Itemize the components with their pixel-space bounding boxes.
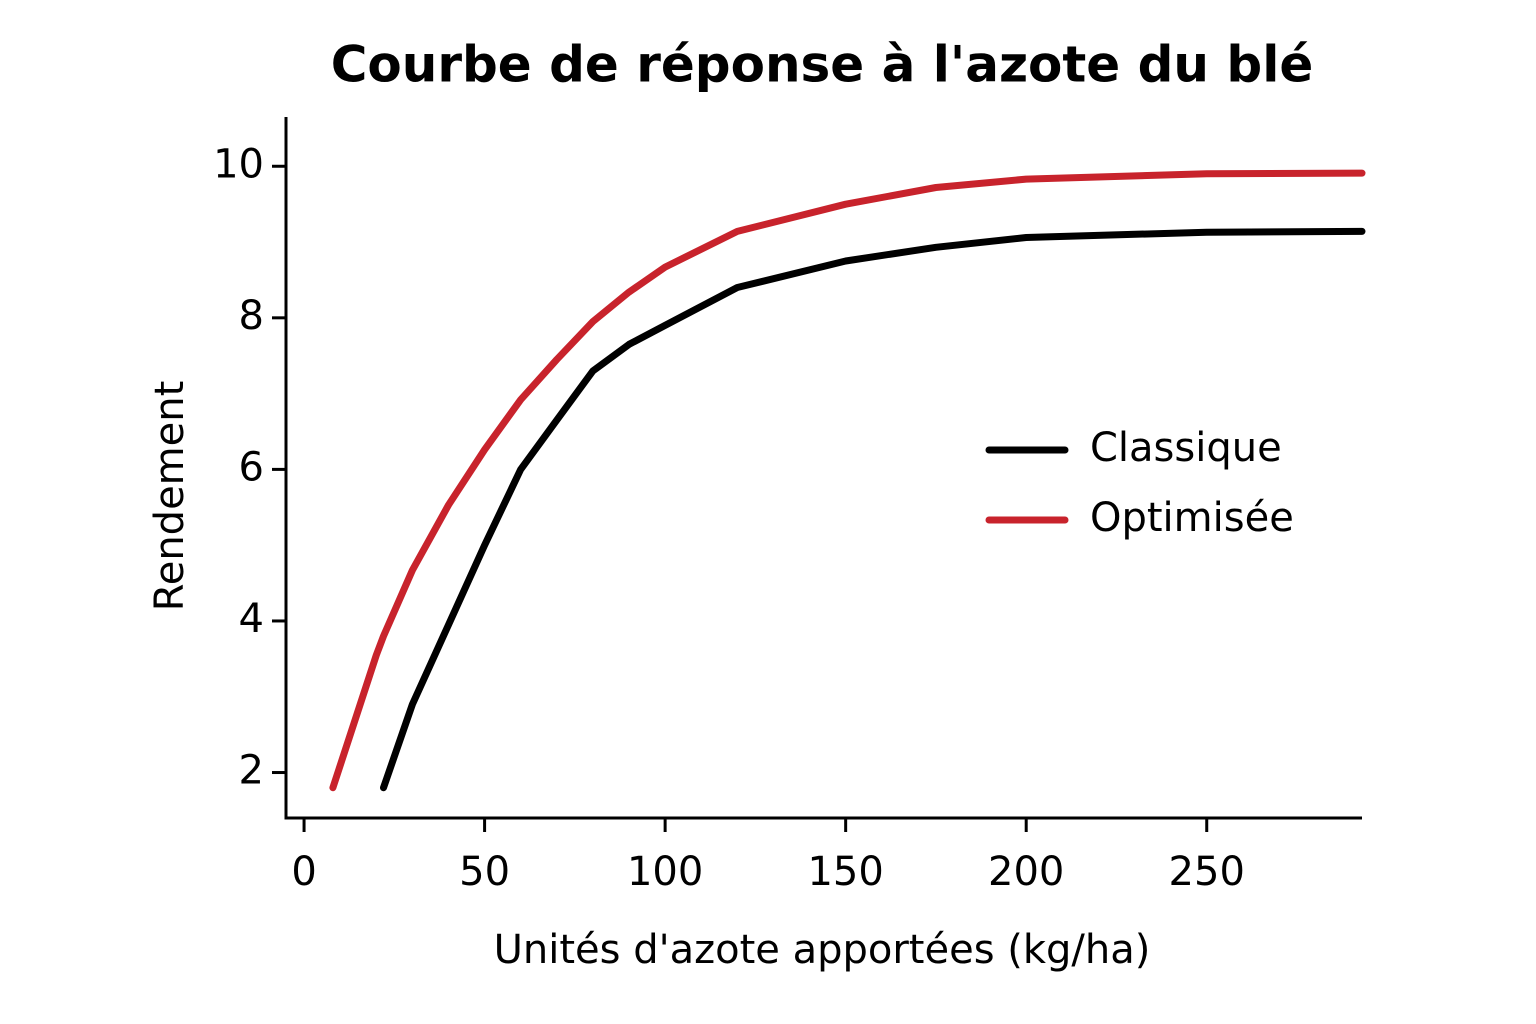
x-axis-label: Unités d'azote apportées (kg/ha) [494,927,1151,973]
x-tick-label: 250 [1169,849,1245,895]
x-tick-label: 50 [459,849,510,895]
y-tick-label: 8 [239,293,264,339]
x-tick-label: 100 [627,849,703,895]
x-tick-label: 200 [988,849,1064,895]
line-series [380,227,1366,792]
legend-label: Optimisée [1090,495,1294,541]
x-tick-label: 0 [291,849,316,895]
y-tick-label: 10 [213,141,264,187]
line-series [329,169,1366,792]
legend-label: Classique [1090,425,1282,471]
y-tick-label: 6 [239,444,264,490]
x-tick-label: 150 [807,849,883,895]
chart-title: Courbe de réponse à l'azote du blé [331,36,1314,94]
y-tick-label: 4 [239,596,264,642]
y-tick-label: 2 [239,748,264,794]
y-axis-label: Rendement [147,381,193,612]
